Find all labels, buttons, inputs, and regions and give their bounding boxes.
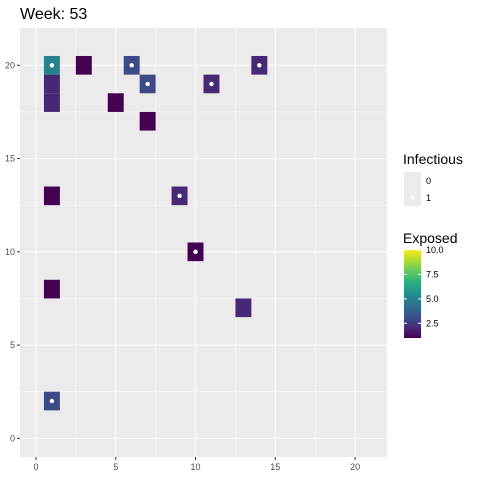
tile-layer <box>43 55 268 411</box>
infectious-point-layer <box>49 63 262 404</box>
legend-infectious-title: Infectious <box>403 151 463 167</box>
y-tick-label: 5 <box>10 340 15 350</box>
colorbar-tick-label: 10.0 <box>426 245 444 255</box>
tile <box>139 111 156 131</box>
colorbar <box>404 250 421 338</box>
tile <box>75 55 92 75</box>
y-tick-label: 0 <box>10 433 15 443</box>
infectious-point <box>145 81 150 87</box>
y-tick-label: 10 <box>5 247 15 257</box>
colorbar-tick-label: 5.0 <box>426 294 439 304</box>
tile <box>43 93 60 112</box>
y-axis: 0 5 10 15 20 <box>5 60 20 443</box>
x-axis: 0 5 10 15 20 <box>33 457 360 472</box>
legend-exposed: Exposed 10.0 7.5 5.0 2.5 <box>403 230 457 338</box>
legend-infectious-label-1: 1 <box>426 193 431 203</box>
colorbar-ticks: 10.0 7.5 5.0 2.5 <box>404 245 444 328</box>
tile <box>235 298 252 318</box>
x-tick-label: 10 <box>191 462 201 472</box>
infectious-point <box>129 63 134 68</box>
legend-exposed-title: Exposed <box>403 230 457 246</box>
tile <box>43 279 60 299</box>
legend-key-0 <box>404 172 421 189</box>
infectious-point <box>193 249 198 255</box>
x-tick-label: 15 <box>270 462 280 472</box>
legend-infectious: Infectious 0 1 <box>403 151 463 206</box>
infectious-point <box>49 63 55 68</box>
x-tick-label: 5 <box>113 462 118 472</box>
tile <box>107 93 124 112</box>
legend-key-1-point <box>410 195 415 200</box>
infectious-point <box>257 63 262 68</box>
x-tick-label: 0 <box>33 462 38 472</box>
y-tick-label: 15 <box>5 154 15 164</box>
colorbar-tick-label: 7.5 <box>426 269 439 279</box>
legend-infectious-label-0: 0 <box>426 176 431 186</box>
y-tick-label: 20 <box>5 60 15 70</box>
tile <box>43 74 60 94</box>
infectious-point <box>177 193 182 199</box>
chart-title: Week: 53 <box>20 6 87 23</box>
tile <box>43 186 60 206</box>
colorbar-tick-label: 2.5 <box>426 318 439 328</box>
x-tick-label: 20 <box>350 462 360 472</box>
infectious-point <box>49 398 55 404</box>
infectious-point <box>209 81 214 87</box>
